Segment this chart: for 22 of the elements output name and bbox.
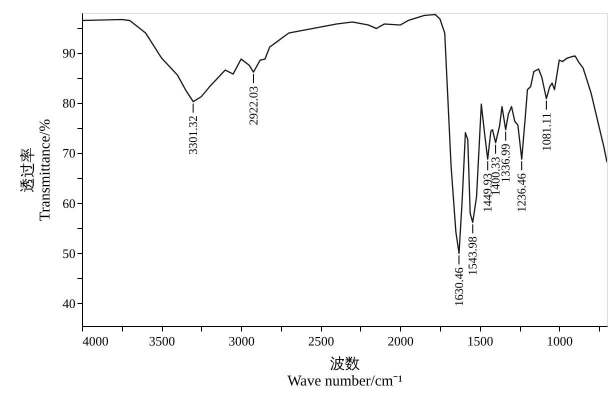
- y-tick-label: 80: [62, 96, 76, 111]
- x-tick-label: 3500: [149, 334, 176, 348]
- annotation: 3301.32: [186, 116, 200, 155]
- x-tick-label: 1500: [467, 334, 494, 348]
- y-tick-label: 50: [62, 246, 76, 261]
- annotation: 1630.46: [452, 267, 466, 306]
- x-tick-label: 3000: [228, 334, 255, 348]
- x-tick-label: 2500: [308, 334, 334, 348]
- y-tick-label: 40: [62, 296, 76, 311]
- y-axis-title: 透过率 Transmittance/%: [20, 119, 54, 221]
- x-tick-label: 2000: [388, 334, 414, 348]
- x-tick-label: 1000: [546, 334, 573, 348]
- annotation: 1543.98: [466, 236, 480, 276]
- x-axis-title: 波数 Wave number/cm⁻¹: [287, 356, 403, 390]
- annotation: 2922.03: [246, 86, 260, 126]
- y-tick-label: 70: [62, 146, 76, 161]
- y-tick-label: 90: [62, 46, 76, 61]
- x-tick-label: 4000: [82, 334, 108, 348]
- annotation: 1081.11: [539, 112, 554, 152]
- y-tick-label: 60: [62, 196, 76, 211]
- annotation: 1336.99: [498, 144, 513, 183]
- annotation: 1236.46: [514, 173, 529, 212]
